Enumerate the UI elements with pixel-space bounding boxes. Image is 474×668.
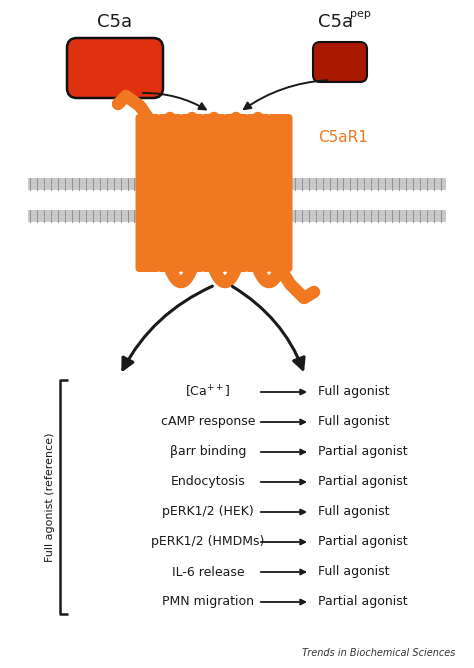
- FancyBboxPatch shape: [313, 42, 367, 82]
- Text: Trends in Biochemical Sciences: Trends in Biochemical Sciences: [301, 648, 455, 658]
- Bar: [28, 178, 446, 190]
- Text: cAMP response: cAMP response: [161, 415, 255, 428]
- Text: Full agonist (reference): Full agonist (reference): [45, 432, 55, 562]
- FancyBboxPatch shape: [67, 38, 163, 98]
- Text: pep: pep: [349, 9, 371, 19]
- Text: βarr binding: βarr binding: [170, 446, 246, 458]
- Text: Full agonist: Full agonist: [318, 506, 390, 518]
- Text: Full agonist: Full agonist: [318, 566, 390, 578]
- Text: Partial agonist: Partial agonist: [318, 536, 408, 548]
- Text: Full agonist: Full agonist: [318, 385, 390, 399]
- FancyBboxPatch shape: [157, 114, 182, 272]
- Text: PMN migration: PMN migration: [162, 595, 254, 609]
- FancyBboxPatch shape: [136, 114, 161, 272]
- FancyBboxPatch shape: [180, 114, 204, 272]
- Text: C5a: C5a: [98, 13, 133, 31]
- FancyBboxPatch shape: [224, 114, 248, 272]
- Text: Partial agonist: Partial agonist: [318, 595, 408, 609]
- Text: Full agonist: Full agonist: [318, 415, 390, 428]
- Bar: [28, 210, 446, 222]
- Text: IL-6 release: IL-6 release: [172, 566, 244, 578]
- Text: C5aR1: C5aR1: [318, 130, 368, 146]
- FancyBboxPatch shape: [201, 114, 227, 272]
- Text: Partial agonist: Partial agonist: [318, 446, 408, 458]
- Text: Partial agonist: Partial agonist: [318, 476, 408, 488]
- FancyBboxPatch shape: [267, 114, 292, 272]
- Text: pERK1/2 (HMDMs): pERK1/2 (HMDMs): [151, 536, 264, 548]
- Text: Endocytosis: Endocytosis: [171, 476, 246, 488]
- Text: pERK1/2 (HEK): pERK1/2 (HEK): [162, 506, 254, 518]
- FancyBboxPatch shape: [246, 114, 271, 272]
- Text: [Ca$^{++}$]: [Ca$^{++}$]: [185, 384, 231, 400]
- Text: C5a: C5a: [319, 13, 354, 31]
